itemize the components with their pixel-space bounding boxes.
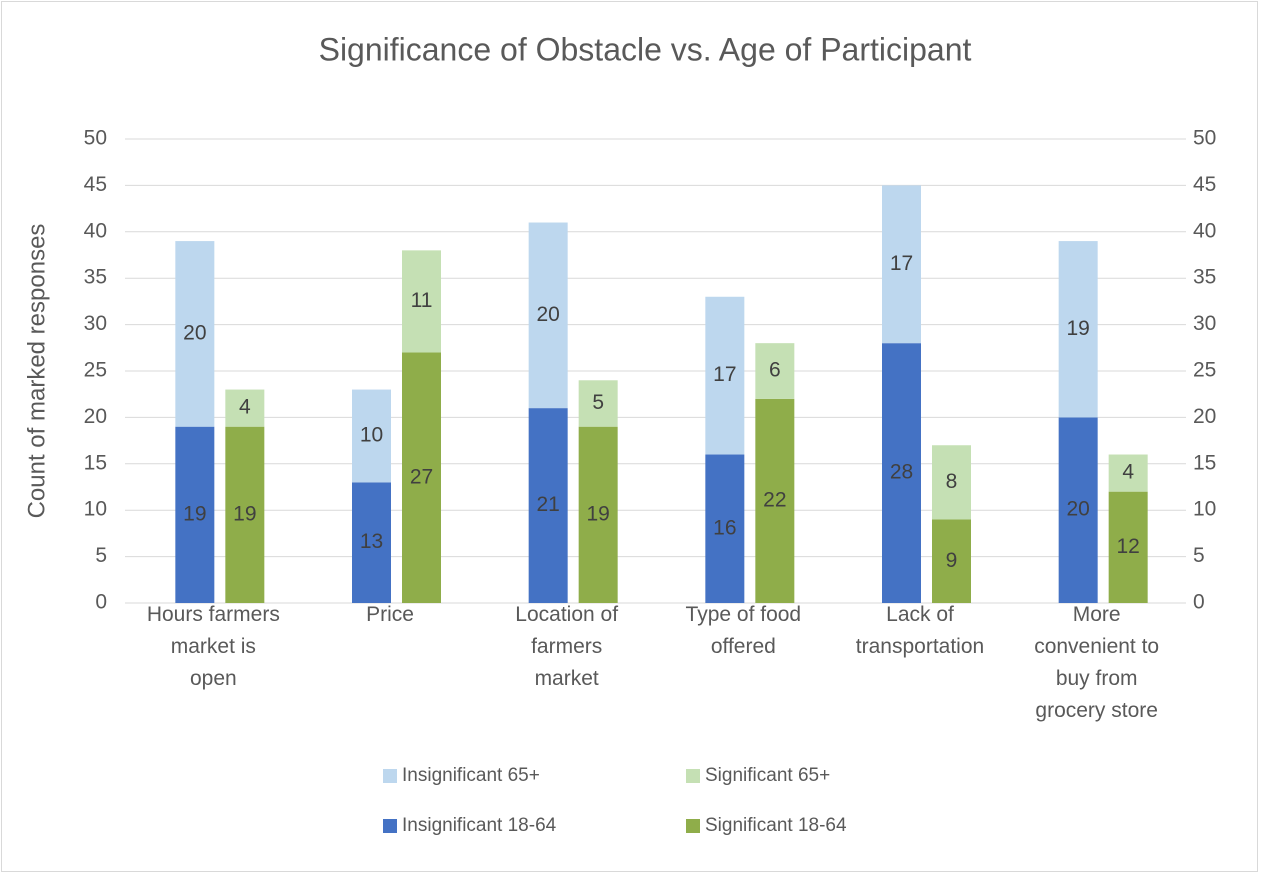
bar-segment [705, 454, 745, 603]
data-label: 19 [586, 502, 609, 525]
data-label: 28 [890, 461, 913, 484]
data-label: 6 [769, 359, 781, 382]
y-tick-label: 40 [84, 219, 107, 242]
data-label: 22 [763, 488, 786, 511]
y2-tick-label: 0 [1193, 591, 1205, 614]
bar-segment [402, 250, 441, 353]
x-tick-label: Price [366, 603, 414, 626]
data-label: 19 [233, 502, 256, 525]
bar-segment [932, 519, 971, 603]
bar-segment [352, 389, 391, 483]
y2-tick-label: 20 [1193, 405, 1216, 428]
bar-segment [882, 185, 921, 344]
bar-segment [1058, 417, 1098, 603]
y2-tick-label: 35 [1193, 266, 1216, 289]
bar-segment [225, 426, 265, 603]
data-label: 4 [239, 396, 251, 419]
data-label: 20 [1066, 498, 1089, 521]
bar-segment [1108, 454, 1148, 492]
legend-swatch [383, 769, 397, 783]
data-label: 19 [183, 502, 206, 525]
bar-segment [225, 389, 265, 427]
bar-segment [402, 352, 441, 603]
bar-segment [352, 482, 391, 603]
bar-segment [705, 296, 745, 455]
data-label: 16 [713, 516, 736, 539]
data-label: 21 [536, 493, 559, 516]
data-label: 19 [1066, 317, 1089, 340]
y-tick-label: 0 [95, 591, 107, 614]
chart-title: Significance of Obstacle vs. Age of Part… [319, 31, 972, 67]
y2-tick-label: 5 [1193, 544, 1205, 567]
data-label: 20 [536, 303, 559, 326]
data-label: 10 [360, 424, 383, 447]
y-tick-label: 10 [84, 498, 107, 521]
x-tick-label: Hours farmers market is open [147, 603, 280, 690]
y2-tick-label: 45 [1193, 173, 1216, 196]
legend-label: Insignificant 18-64 [402, 815, 557, 836]
y-tick-label: 30 [84, 312, 107, 335]
bar-segment [932, 445, 971, 520]
y2-tick-label: 30 [1193, 312, 1216, 335]
legend-label: Insignificant 65+ [402, 765, 540, 786]
y-tick-label: 25 [84, 359, 107, 382]
legend-swatch [383, 819, 397, 833]
bar-segment [755, 343, 795, 399]
bar-segment [175, 241, 215, 427]
x-tick-label: Lack of transportation [856, 603, 984, 658]
x-tick-label: More convenient to buy from grocery store [1034, 603, 1159, 722]
y2-tick-label: 50 [1193, 127, 1216, 150]
x-tick-label: Location of farmers market [515, 603, 618, 690]
data-label: 17 [713, 363, 736, 386]
legend-label: Significant 18-64 [705, 815, 847, 836]
legend-swatch [686, 769, 700, 783]
data-label: 12 [1116, 535, 1139, 558]
y-tick-label: 15 [84, 451, 107, 474]
y-tick-label: 35 [84, 266, 107, 289]
y2-tick-label: 25 [1193, 359, 1216, 382]
data-label: 20 [183, 321, 206, 344]
data-label: 27 [410, 465, 433, 488]
x-tick-label: Type of food offered [686, 603, 802, 658]
bar-segment [755, 398, 795, 603]
data-label: 8 [946, 470, 958, 493]
y-tick-label: 20 [84, 405, 107, 428]
bar-segment [578, 426, 618, 603]
bar-segment [882, 343, 921, 603]
bar-segment [1058, 241, 1098, 418]
data-label: 5 [592, 391, 604, 414]
y-tick-label: 5 [95, 544, 107, 567]
y2-tick-label: 40 [1193, 219, 1216, 242]
bar-segment [175, 426, 215, 603]
bar-segment [578, 380, 618, 427]
data-label: 4 [1122, 461, 1134, 484]
y2-tick-label: 10 [1193, 498, 1216, 521]
bar-segment [528, 222, 568, 409]
legend-label: Significant 65+ [705, 765, 830, 786]
bar-segment [528, 408, 568, 603]
data-label: 13 [360, 530, 383, 553]
y-tick-label: 50 [84, 127, 107, 150]
data-label: 11 [411, 289, 433, 312]
y-axis-label: Count of marked responses [23, 224, 50, 519]
y-tick-label: 45 [84, 173, 107, 196]
data-label: 17 [890, 252, 913, 275]
y2-tick-label: 15 [1193, 451, 1216, 474]
legend-swatch [686, 819, 700, 833]
data-label: 9 [946, 549, 958, 572]
bar-segment [1108, 491, 1148, 603]
